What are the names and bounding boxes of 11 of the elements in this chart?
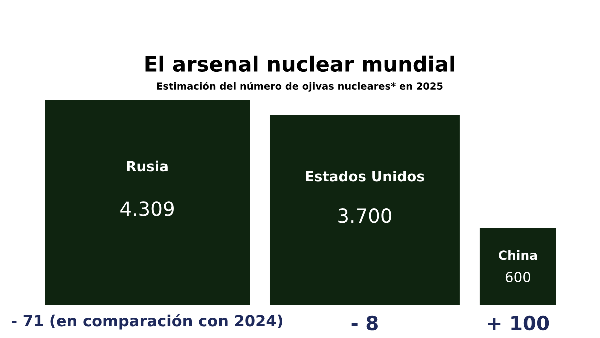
- text: El arsenal nuclear mundial: [146, 56, 454, 72]
- data-label: 3.700: [338, 208, 392, 224]
- data-label: 600: [506, 272, 531, 283]
- data-label: 4.309: [120, 202, 174, 216]
- category-label: Rusia: [127, 160, 168, 172]
- category-label: China: [498, 250, 538, 260]
- text: - 71 (en comparación con 2024): [12, 314, 282, 330]
- category-label: Estados Unidos: [306, 171, 424, 182]
- text: + 100: [488, 316, 550, 331]
- text: Estimación del número de ojivas nucleares* en 2025: [157, 82, 443, 92]
- text: - 8: [352, 316, 378, 331]
